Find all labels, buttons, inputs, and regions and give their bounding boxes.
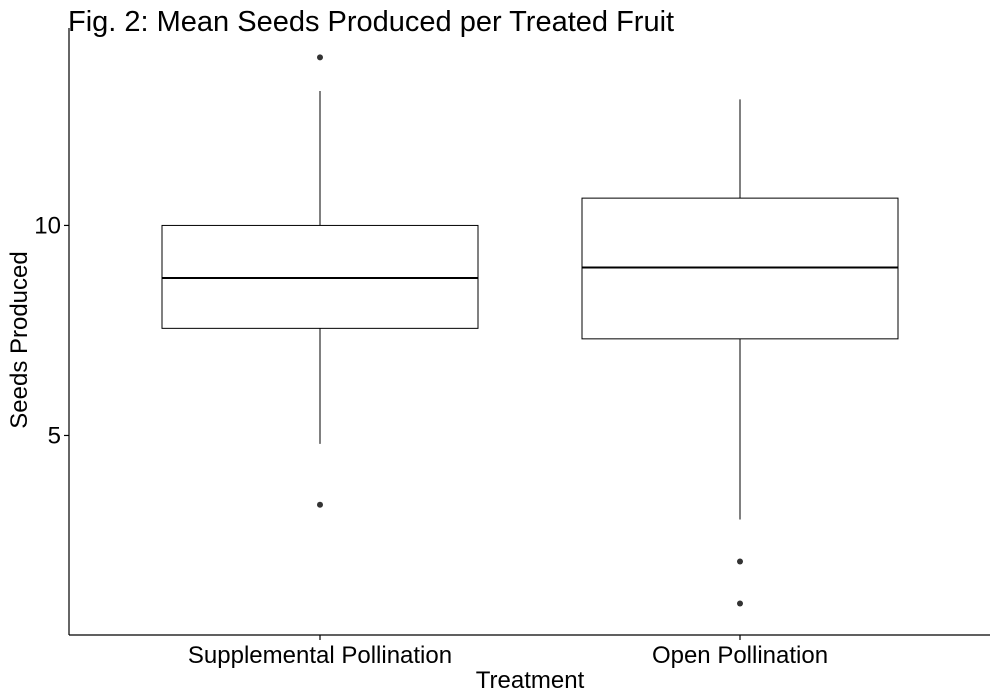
outlier-point	[737, 558, 743, 565]
x-axis-ticks: Supplemental Pollination Open Pollination	[188, 635, 828, 669]
y-tick-label: 10	[34, 212, 61, 239]
outlier-point	[317, 501, 323, 508]
x-axis-label: Treatment	[476, 667, 585, 694]
chart-title: Fig. 2: Mean Seeds Produced per Treated …	[68, 6, 674, 38]
box-group	[161, 54, 899, 607]
box-1	[161, 54, 479, 508]
y-axis-label: Seeds Produced	[6, 251, 33, 428]
iqr-box	[161, 224, 479, 329]
iqr-box	[581, 197, 899, 340]
outlier-point	[737, 600, 743, 607]
y-axis-ticks: 5 10	[34, 212, 69, 449]
y-tick-label: 5	[48, 422, 61, 449]
x-tick-label: Supplemental Pollination	[188, 642, 452, 669]
box-2	[581, 99, 899, 607]
x-tick-label: Open Pollination	[652, 642, 828, 669]
outlier-point	[317, 54, 323, 61]
